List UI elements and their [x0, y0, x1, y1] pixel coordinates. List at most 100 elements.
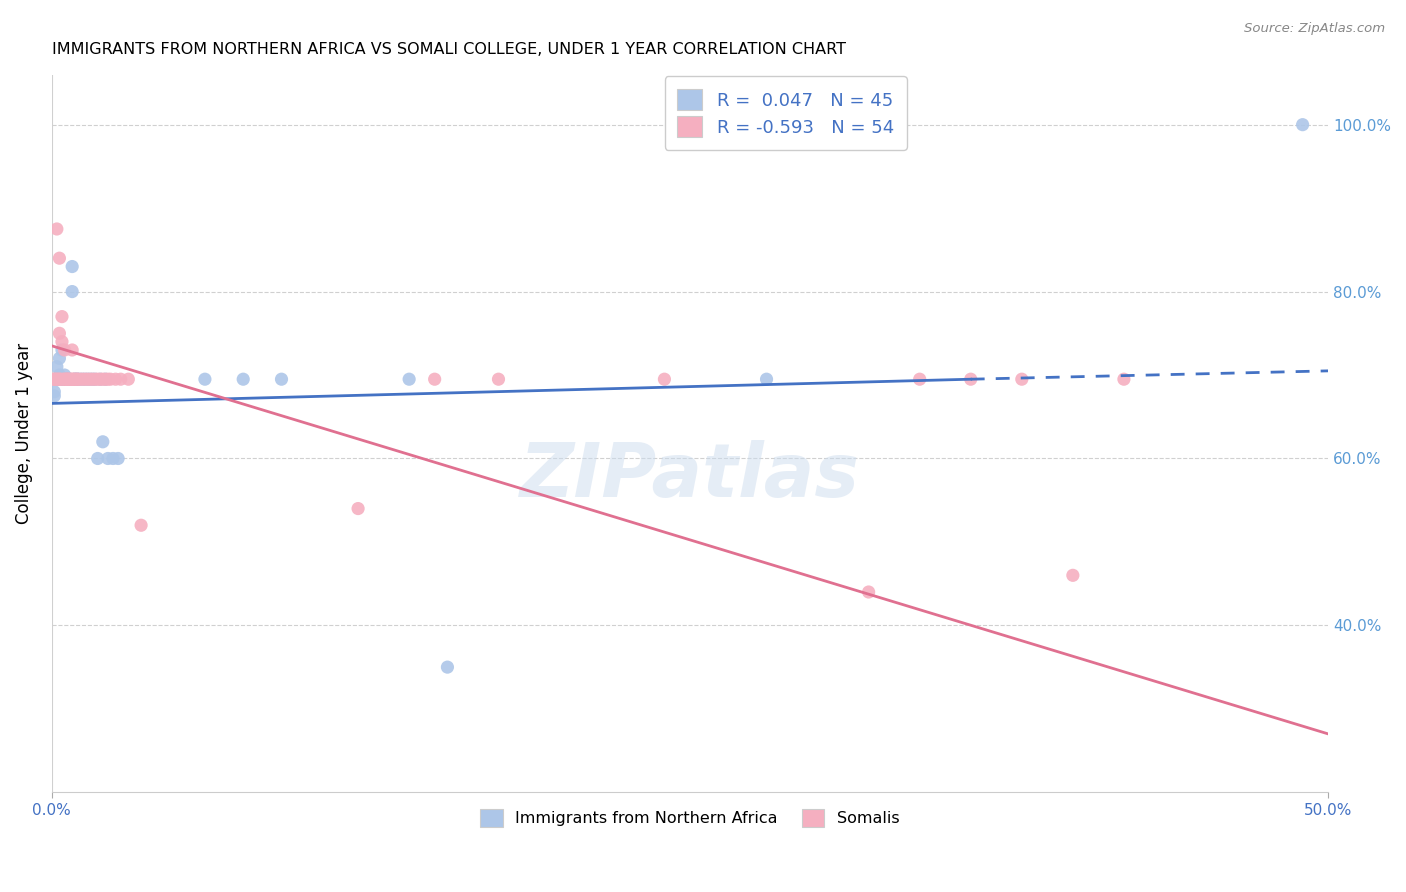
- Point: [755, 372, 778, 386]
- Point: [94, 372, 117, 386]
- Point: [194, 372, 217, 386]
- Point: [53, 368, 76, 382]
- Point: [44, 389, 66, 403]
- Point: [73, 372, 96, 386]
- Point: [1112, 372, 1135, 386]
- Point: [48, 351, 70, 366]
- Point: [45, 222, 67, 236]
- Point: [1011, 372, 1033, 386]
- Point: [94, 372, 117, 386]
- Legend: Immigrants from Northern Africa, Somalis: Immigrants from Northern Africa, Somalis: [472, 801, 908, 835]
- Point: [56, 372, 79, 386]
- Point: [97, 372, 120, 386]
- Point: [398, 372, 420, 386]
- Point: [51, 310, 73, 324]
- Point: [66, 372, 89, 386]
- Point: [436, 660, 458, 674]
- Point: [60, 260, 83, 274]
- Point: [51, 372, 73, 386]
- Point: [48, 372, 70, 386]
- Point: [44, 372, 66, 386]
- Point: [59, 372, 82, 386]
- Point: [86, 451, 108, 466]
- Point: [45, 372, 67, 386]
- Point: [48, 368, 70, 382]
- Point: [66, 372, 89, 386]
- Point: [59, 372, 82, 386]
- Point: [53, 343, 76, 357]
- Point: [86, 372, 108, 386]
- Point: [82, 372, 104, 386]
- Point: [63, 372, 86, 386]
- Point: [488, 372, 510, 386]
- Point: [79, 372, 101, 386]
- Point: [59, 372, 82, 386]
- Point: [51, 372, 73, 386]
- Point: [908, 372, 931, 386]
- Point: [60, 372, 83, 386]
- Point: [107, 451, 129, 466]
- Point: [104, 372, 127, 386]
- Text: Source: ZipAtlas.com: Source: ZipAtlas.com: [1244, 22, 1385, 36]
- Point: [51, 334, 73, 349]
- Text: IMMIGRANTS FROM NORTHERN AFRICA VS SOMALI COLLEGE, UNDER 1 YEAR CORRELATION CHAR: IMMIGRANTS FROM NORTHERN AFRICA VS SOMAL…: [52, 42, 846, 57]
- Point: [48, 372, 70, 386]
- Point: [82, 372, 104, 386]
- Point: [117, 372, 139, 386]
- Point: [45, 372, 67, 386]
- Text: ZIPatlas: ZIPatlas: [520, 440, 860, 513]
- Point: [654, 372, 676, 386]
- Point: [59, 372, 82, 386]
- Point: [56, 372, 79, 386]
- Point: [45, 359, 67, 374]
- Point: [76, 372, 98, 386]
- Point: [44, 372, 66, 386]
- Point: [959, 372, 981, 386]
- Point: [63, 372, 86, 386]
- Point: [51, 343, 73, 357]
- Point: [84, 372, 107, 386]
- Point: [232, 372, 254, 386]
- Point: [858, 585, 880, 599]
- Point: [48, 372, 70, 386]
- Point: [53, 372, 76, 386]
- Point: [1291, 118, 1313, 132]
- Point: [53, 372, 76, 386]
- Point: [53, 372, 76, 386]
- Point: [56, 372, 79, 386]
- Point: [423, 372, 446, 386]
- Point: [110, 372, 132, 386]
- Point: [66, 372, 89, 386]
- Point: [84, 372, 107, 386]
- Point: [73, 372, 96, 386]
- Point: [72, 372, 94, 386]
- Point: [48, 251, 70, 265]
- Point: [63, 372, 86, 386]
- Point: [270, 372, 292, 386]
- Point: [66, 372, 89, 386]
- Point: [60, 372, 83, 386]
- Point: [60, 285, 83, 299]
- Point: [45, 372, 67, 386]
- Point: [89, 372, 111, 386]
- Point: [129, 518, 152, 533]
- Point: [1062, 568, 1084, 582]
- Point: [97, 451, 120, 466]
- Point: [56, 372, 79, 386]
- Point: [63, 372, 86, 386]
- Point: [72, 372, 94, 386]
- Point: [91, 372, 114, 386]
- Point: [69, 372, 91, 386]
- Point: [101, 451, 124, 466]
- Point: [56, 372, 79, 386]
- Point: [69, 372, 91, 386]
- Y-axis label: College, Under 1 year: College, Under 1 year: [15, 343, 32, 524]
- Point: [100, 372, 122, 386]
- Point: [91, 434, 114, 449]
- Point: [53, 372, 76, 386]
- Point: [89, 372, 111, 386]
- Point: [53, 372, 76, 386]
- Point: [347, 501, 370, 516]
- Point: [79, 372, 101, 386]
- Point: [56, 372, 79, 386]
